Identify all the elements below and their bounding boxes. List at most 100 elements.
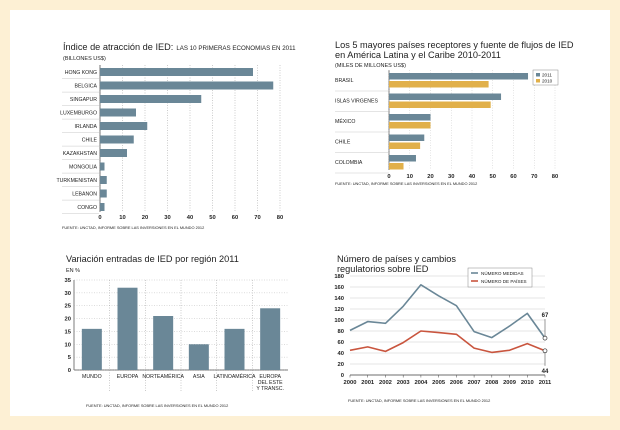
c2-x-tick: 30	[448, 174, 454, 180]
c3-bar	[81, 328, 102, 370]
c2-category-label: COLOMBIA	[335, 160, 363, 166]
c2-bar-2011	[389, 73, 529, 80]
c4-end-point	[542, 348, 548, 354]
c2-bar-2010	[389, 81, 489, 88]
c3-y-tick: 10	[65, 342, 71, 348]
c4-x-tick: 2008	[485, 380, 499, 386]
c2-unit: (MILES DE MILLONES US$)	[335, 63, 406, 69]
c3-y-tick: 15	[65, 329, 72, 335]
c3-category-label: LATINOAMÉRICA	[214, 373, 257, 380]
c1-bar	[100, 162, 105, 171]
c2-category-label: CHILE	[335, 140, 351, 146]
c3-category-label: Y TRANSC.	[256, 386, 283, 392]
c3-category-label: NORTEAMÉRICA	[142, 373, 184, 380]
c4-y-tick: 180	[334, 274, 344, 280]
c4-title-line-1: Número de países y cambios	[337, 254, 456, 264]
c4-x-tick: 2000	[344, 380, 357, 386]
c1-category-label: CONGO	[77, 205, 97, 211]
c4-x-tick: 2011	[539, 380, 552, 386]
c4-y-tick: 160	[334, 285, 344, 291]
c3-category-label: EUROPA	[117, 374, 139, 380]
c3-unit: EN %	[66, 268, 80, 274]
c4-y-tick: 20	[338, 362, 344, 368]
c3-bar	[153, 316, 174, 370]
c1-x-tick: 20	[142, 215, 148, 221]
c4-x-tick: 2004	[414, 380, 428, 386]
c1-x-tick: 80	[277, 215, 283, 221]
c4-x-tick: 2005	[432, 380, 446, 386]
c1-source: FUENTE: UNCTAD, INFORME SOBRE LAS INVERS…	[62, 225, 204, 230]
c2-bar-2011	[389, 93, 502, 100]
c4-source: FUENTE: UNCTAD, INFORME SOBRE LAS INVERS…	[348, 398, 490, 403]
c1-bar	[100, 189, 107, 198]
c4-y-tick: 140	[334, 296, 344, 302]
c3-category-label: EUROPA	[259, 374, 281, 380]
c1-bar	[100, 108, 136, 117]
c1-category-label: HONG KONG	[65, 70, 97, 76]
c2-title-line-2: en América Latina y el Caribe 2010-2011	[335, 50, 501, 60]
c3-y-tick: 5	[68, 355, 72, 361]
c4-y-tick: 100	[334, 318, 344, 324]
c4-title-line-2: regulatorios sobre IED	[337, 264, 429, 274]
c1-bar	[100, 95, 202, 103]
c3-y-tick: 35	[65, 278, 72, 284]
c1-x-tick: 10	[119, 215, 125, 221]
c1-category-label: LUXEMBURGO	[60, 110, 97, 116]
c2-source: FUENTE: UNCTAD, INFORME SOBRE LAS INVERS…	[335, 181, 477, 186]
c1-bar	[100, 176, 107, 184]
c4-x-tick: 2010	[521, 380, 534, 386]
c1-x-tick: 40	[187, 215, 193, 221]
c3-bar	[188, 344, 209, 370]
c1-x-tick: 60	[232, 215, 238, 221]
c2-bar-2011	[389, 134, 425, 141]
c4-y-tick: 80	[338, 329, 344, 335]
c2-x-tick: 70	[531, 174, 537, 180]
c2-title-line-1: Los 5 mayores países receptores y fuente…	[335, 40, 574, 50]
c4-annotation: 67	[542, 313, 549, 319]
c4-annotation: 44	[542, 369, 549, 375]
c2-bar-2011	[389, 114, 431, 121]
c4-end-point	[542, 335, 548, 341]
c4-y-tick: 0	[341, 373, 344, 379]
c2-legend-swatch	[536, 79, 540, 83]
c3-source: FUENTE: UNCTAD, INFORME SOBRE LAS INVERS…	[86, 403, 228, 408]
c1-bar	[100, 122, 148, 130]
c4-x-tick: 2001	[361, 380, 375, 386]
c2-legend-label: 2011	[542, 72, 552, 77]
c3-title: Variación entradas de IED por región 201…	[66, 254, 239, 264]
c1-bar	[100, 68, 253, 76]
c4-x-tick: 2003	[397, 380, 411, 386]
c3-bar	[260, 308, 281, 370]
c2-bar-2011	[389, 155, 416, 162]
c2-category-label: ISLAS VIRGENES	[335, 99, 378, 105]
c4-series-line	[349, 330, 546, 354]
c2-legend-swatch	[536, 73, 540, 77]
c3-y-tick: 20	[65, 317, 71, 323]
c1-x-tick: 50	[209, 215, 215, 221]
c3-category-label: ASIA	[193, 374, 205, 380]
c2-category-label: MÉXICO	[335, 118, 355, 125]
c2-x-tick: 40	[469, 174, 475, 180]
c4-y-tick: 60	[338, 340, 344, 346]
c1-category-label: MONGOLIA	[69, 164, 97, 170]
c1-bar	[100, 149, 127, 157]
c4-legend-box	[467, 267, 533, 288]
c1-category-label: TURKMENISTAN	[56, 178, 97, 184]
c1-unit: (BILLONES US$)	[63, 56, 106, 62]
c1-bar	[100, 135, 134, 144]
c2-x-tick: 80	[552, 174, 558, 180]
c3-y-tick: 0	[68, 368, 71, 374]
c1-bar	[100, 203, 105, 211]
c4-x-tick: 2002	[379, 380, 392, 386]
c4-legend-label: NÚMERO DE PAÍSES	[481, 278, 527, 284]
c2-bar-2010	[389, 101, 491, 108]
c2-x-tick: 60	[510, 174, 516, 180]
c2-x-tick: 50	[490, 174, 496, 180]
c2-bar-2010	[389, 142, 421, 149]
c3-bar	[224, 328, 245, 370]
c1-category-label: BELGICA	[75, 83, 98, 89]
c1-x-tick: 30	[164, 215, 170, 221]
c2-x-tick: 0	[387, 174, 390, 180]
